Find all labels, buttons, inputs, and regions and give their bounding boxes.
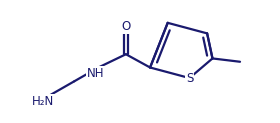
Text: O: O [121, 20, 130, 33]
Text: S: S [186, 72, 193, 85]
Text: H₂N: H₂N [32, 95, 55, 108]
Text: NH: NH [87, 67, 104, 80]
